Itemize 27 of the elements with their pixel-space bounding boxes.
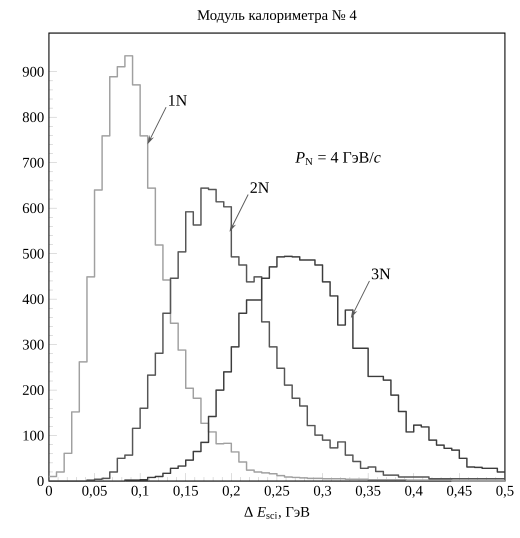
annotation: 1N — [169, 95, 187, 106]
y-tick-label: 700 — [23, 158, 44, 168]
annotation: 3N — [372, 268, 390, 280]
y-tick-label: 100 — [24, 430, 44, 441]
y-tick-label: 900 — [22, 66, 44, 77]
x-tick-label: 0,5 — [496, 486, 514, 498]
x-tick-label: 0,25 — [264, 486, 290, 498]
x-tick-label: 0,4 — [405, 486, 423, 498]
y-tick-label: 600 — [22, 203, 44, 214]
x-tick-label: 0 — [46, 486, 52, 496]
x-tick-label: 0,45 — [447, 486, 472, 498]
y-tick-label: 200 — [22, 385, 44, 396]
x-tick-label: 0,3 — [314, 486, 332, 498]
y-tick-label: 500 — [23, 248, 44, 259]
y-tick-label: 0 — [37, 476, 44, 486]
y-tick-label: 300 — [22, 340, 44, 350]
x-tick-label: 0,05 — [82, 486, 107, 498]
y-tick-label: 400 — [22, 294, 44, 304]
annotation: P$_{N}$ = 4 ГэВ/c — [295, 152, 381, 165]
annotation: 2N — [250, 182, 269, 193]
x-tick-label: 0,2 — [222, 486, 240, 498]
x-tick-label: 0,1 — [132, 486, 148, 498]
x-axis-title: Δ E$_{sci}$, ГэВ — [244, 506, 310, 519]
chart-title: Модуль калориметра № 4 — [198, 10, 357, 24]
x-tick-label: 0,15 — [173, 486, 198, 498]
x-tick-label: 0,35 — [356, 486, 380, 498]
y-tick-label: 800 — [22, 112, 44, 122]
